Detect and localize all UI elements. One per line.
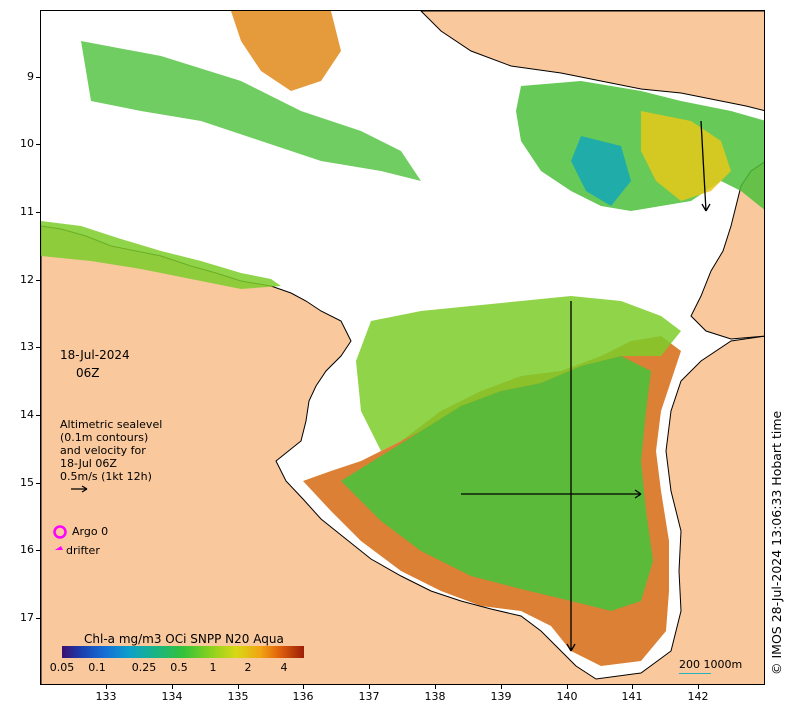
chl-arafura (81, 41, 421, 181)
lat-tick-10: 10 (20, 137, 34, 150)
legend-line-2: (0.1m contours) (60, 431, 149, 444)
argo-label: Argo 0 (72, 525, 109, 538)
colorbar-tick: 4 (280, 661, 288, 674)
tick-mark (303, 685, 304, 689)
tick-mark (238, 685, 239, 689)
lat-tick-17: 17 (20, 611, 34, 624)
colorbar-title: Chl-a mg/m3 OCi SNPP N20 Aqua (84, 632, 284, 646)
colorbar-tick: 0.1 (88, 661, 106, 674)
tick-mark (36, 483, 40, 484)
legend-line-4: 18-Jul 06Z (60, 457, 117, 470)
depth-scale-line (679, 673, 711, 674)
lat-tick-13: 13 (20, 340, 34, 353)
chl-gulf-north (356, 296, 681, 451)
tick-mark (36, 144, 40, 145)
lon-tick-138: 138 (424, 690, 446, 703)
lon-tick-137: 137 (358, 690, 380, 703)
colorbar-tick: 0.5 (170, 661, 188, 674)
drifter-marker (55, 546, 63, 550)
chl-gulf-interior (341, 356, 653, 611)
depth-scale-label: 200 1000m (679, 658, 743, 671)
tick-mark (698, 685, 699, 689)
tick-mark (36, 550, 40, 551)
tick-mark (36, 212, 40, 213)
credit-text: © IMOS 28-Jul-2024 13:06:33 Hobart time (769, 410, 784, 675)
map-frame[interactable] (40, 10, 765, 685)
lon-tick-139: 139 (490, 690, 512, 703)
tick-mark (567, 685, 568, 689)
lat-tick-11: 11 (20, 205, 34, 218)
drifter-label: drifter (66, 544, 100, 557)
tick-mark (632, 685, 633, 689)
tick-mark (36, 415, 40, 416)
colorbar-tick: 2 (244, 661, 252, 674)
tick-mark (172, 685, 173, 689)
lat-tick-12: 12 (20, 273, 34, 286)
colorbar-tick: 0.25 (131, 661, 157, 674)
legend-line-5: 0.5m/s (1kt 12h) (60, 470, 152, 483)
tick-mark (36, 77, 40, 78)
colorbar (62, 646, 304, 658)
lon-tick-133: 133 (95, 690, 117, 703)
colorbar-tick: 0.05 (49, 661, 75, 674)
tick-mark (369, 685, 370, 689)
tick-mark (36, 280, 40, 281)
tick-mark (106, 685, 107, 689)
lat-tick-16: 16 (20, 543, 34, 556)
lon-tick-136: 136 (292, 690, 314, 703)
argo-float-marker (53, 525, 67, 539)
lat-tick-15: 15 (20, 476, 34, 489)
lon-tick-140: 140 (556, 690, 578, 703)
chl-torres-cyan (571, 136, 631, 206)
chl-nw-orange (231, 11, 341, 91)
velocity-scale-arrow (71, 485, 88, 493)
tick-mark (501, 685, 502, 689)
lon-tick-134: 134 (161, 690, 183, 703)
lat-tick-14: 14 (20, 408, 34, 421)
colorbar-tick: 1 (209, 661, 217, 674)
lon-tick-141: 141 (621, 690, 643, 703)
velocity-arrows (461, 120, 711, 652)
chlorophyll-map (41, 11, 764, 684)
lat-tick-9: 9 (27, 70, 34, 83)
tick-mark (36, 347, 40, 348)
lon-tick-135: 135 (227, 690, 249, 703)
map-time: 06Z (76, 366, 100, 380)
legend-line-1: Altimetric sealevel (60, 418, 163, 431)
chl-torres-yellow (641, 111, 731, 201)
land-new-guinea (420, 11, 764, 112)
chl-coast-west (41, 221, 281, 289)
lon-tick-142: 142 (687, 690, 709, 703)
map-date: 18-Jul-2024 (60, 348, 130, 362)
tick-mark (435, 685, 436, 689)
tick-mark (36, 618, 40, 619)
legend-line-3: and velocity for (60, 444, 146, 457)
